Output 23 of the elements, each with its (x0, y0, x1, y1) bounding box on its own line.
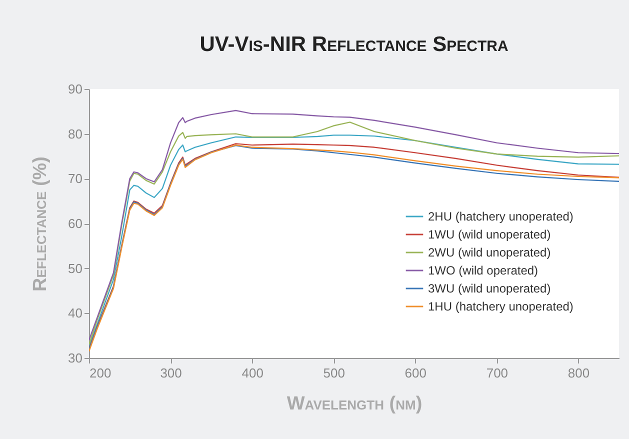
x-tick-label: 600 (404, 366, 427, 380)
legend-label: 1HU (hatchery unoperated) (428, 300, 574, 314)
chart-title: UV-Vis-NIR Reflectance Spectra (200, 33, 508, 56)
y-tick-label: 60 (68, 216, 82, 231)
y-tick-label: 70 (68, 171, 82, 186)
x-tick-label: 200 (90, 366, 112, 380)
y-tick-label: 50 (68, 260, 82, 276)
legend-label: 2HU (hatchery unoperated) (428, 210, 574, 224)
x-tick-label: 300 (160, 366, 182, 380)
legend-label: 2WU (wild unoperated) (428, 246, 551, 260)
y-tick-label: 30 (68, 350, 82, 366)
x-tick-label: 400 (242, 366, 264, 380)
x-axis-title: Wavelength (nm) (286, 394, 422, 414)
x-tick-label: 800 (568, 366, 590, 380)
legend-label: 3WU (wild unoperated) (428, 282, 551, 296)
x-tick-label: 700 (486, 366, 508, 380)
y-tick-label: 40 (68, 306, 82, 321)
legend-label: 1WO (wild operated) (428, 264, 538, 278)
y-tick-label: 90 (68, 82, 82, 96)
legend-label: 1WU (wild unoperated) (428, 228, 551, 242)
y-tick-label: 80 (68, 126, 82, 142)
y-axis-title: Reflectance (%) (30, 156, 52, 292)
x-tick-label: 500 (323, 366, 345, 380)
